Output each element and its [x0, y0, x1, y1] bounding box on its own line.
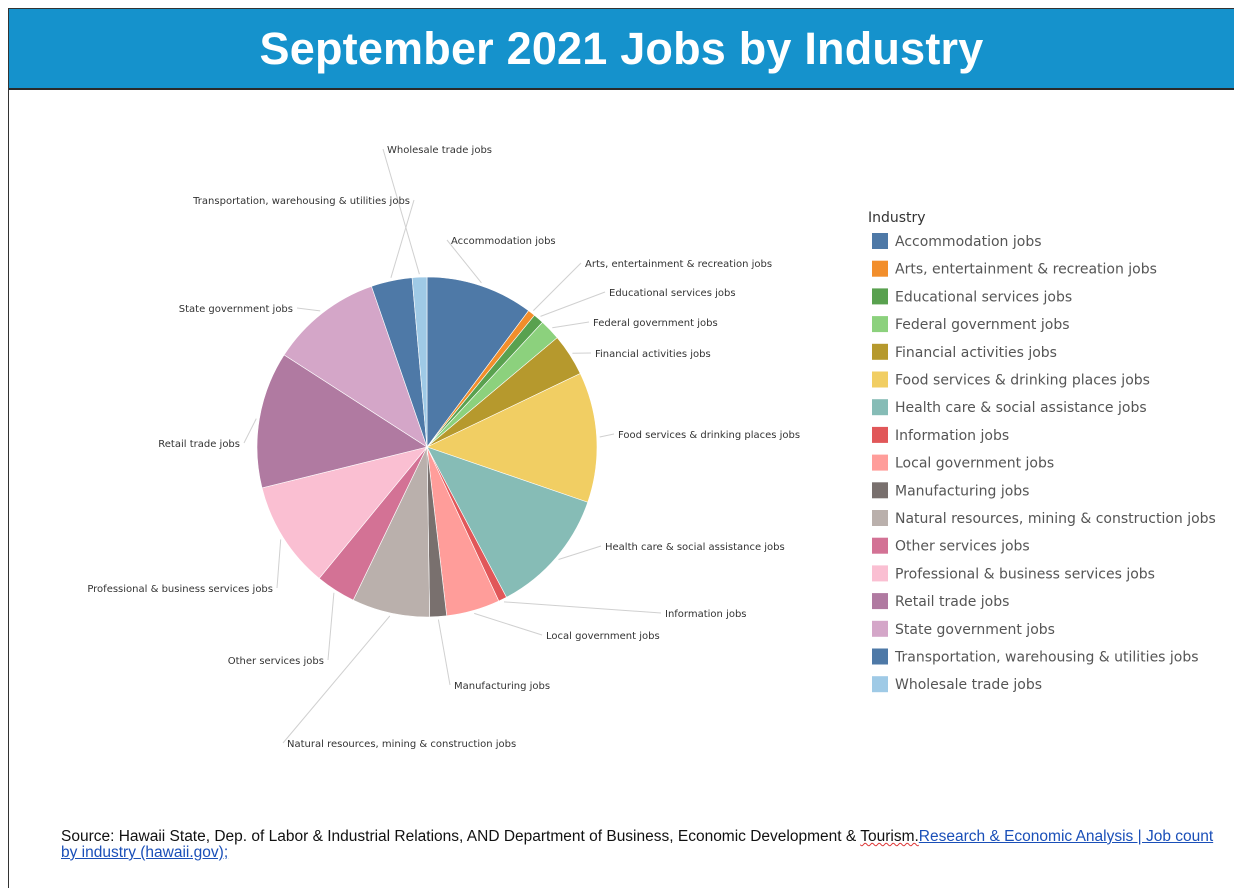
legend-swatch-natural-resources-mining-and-construction-jobs[interactable]: [872, 510, 888, 526]
legend-swatch-manufacturing-jobs[interactable]: [872, 482, 888, 499]
slice-label-food-services-and-drinking-places-jobs: Food services & drinking places jobs: [618, 430, 800, 441]
legend-label-professional-and-business-services-jobs[interactable]: Professional & business services jobs: [895, 566, 1155, 582]
legend-swatch-accommodation-jobs[interactable]: [872, 233, 888, 249]
legend-swatch-other-services-jobs[interactable]: [872, 537, 888, 554]
legend-swatch-wholesale-trade-jobs[interactable]: [872, 676, 888, 693]
slice-label-manufacturing-jobs: Manufacturing jobs: [454, 681, 550, 692]
legend-swatch-educational-services-jobs[interactable]: [872, 288, 888, 305]
legend-swatch-federal-government-jobs[interactable]: [872, 316, 888, 333]
legend-label-federal-government-jobs[interactable]: Federal government jobs: [895, 317, 1070, 333]
leader-line: [533, 262, 582, 311]
slice-label-other-services-jobs: Other services jobs: [228, 656, 324, 667]
leader-line: [552, 321, 590, 329]
slice-labels: Accommodation jobs Arts, entertainment & …: [87, 145, 800, 750]
slice-label-financial-activities-jobs: Financial activities jobs: [595, 349, 711, 360]
legend-label-arts-entertainment-and-recreation-jobs[interactable]: Arts, entertainment & recreation jobs: [895, 262, 1157, 278]
slice-label-arts-entertainment-and-recreation-jobs: Arts, entertainment & recreation jobs: [585, 259, 772, 270]
slice-label-accommodation-jobs: Accommodation jobs: [451, 236, 556, 247]
leader-line: [243, 418, 257, 444]
legend: Industry Accommodation jobs Arts, enterta…: [868, 210, 1216, 693]
leader-line: [282, 615, 391, 744]
slide-frame: [8, 8, 1234, 888]
legend-swatch-retail-trade-jobs[interactable]: [872, 593, 888, 610]
slice-label-local-government-jobs: Local government jobs: [546, 631, 660, 642]
pie-slices: [256, 276, 598, 618]
legend-swatch-local-government-jobs[interactable]: [872, 454, 888, 471]
pie-slice-health-care-and-social-assistance-jobs[interactable]: [426, 446, 589, 598]
legend-swatch-health-care-and-social-assistance-jobs[interactable]: [872, 399, 888, 416]
pie-slice-food-services-and-drinking-places-jobs[interactable]: [426, 373, 598, 503]
slice-label-federal-government-jobs: Federal government jobs: [593, 318, 718, 329]
legend-label-food-services-and-drinking-places-jobs[interactable]: Food services & drinking places jobs: [895, 373, 1150, 389]
legend-label-manufacturing-jobs[interactable]: Manufacturing jobs: [895, 483, 1029, 499]
legend-swatch-state-government-jobs[interactable]: [872, 620, 888, 637]
leader-line: [558, 545, 602, 560]
leader-line: [390, 199, 415, 278]
legend-label-health-care-and-social-assistance-jobs[interactable]: Health care & social assistance jobs: [895, 400, 1147, 416]
legend-label-transportation-warehousing-and-utilities-jobs[interactable]: Transportation, warehousing & utilities …: [894, 650, 1199, 666]
slice-label-information-jobs: Information jobs: [665, 609, 747, 620]
slice-label-retail-trade-jobs: Retail trade jobs: [158, 439, 240, 450]
legend-label-accommodation-jobs[interactable]: Accommodation jobs: [895, 234, 1042, 250]
pie-slice-professional-and-business-services-jobs[interactable]: [261, 446, 428, 579]
slice-label-transportation-warehousing-and-utilities-jobs: Transportation, warehousing & utilities …: [192, 196, 410, 207]
source-note: Source: Hawaii State, Dep. of Labor & In…: [61, 829, 1221, 861]
leader-line: [503, 601, 662, 614]
legend-label-financial-activities-jobs[interactable]: Financial activities jobs: [895, 345, 1057, 361]
slice-label-professional-and-business-services-jobs: Professional & business services jobs: [87, 584, 273, 595]
leader-line: [474, 612, 543, 636]
legend-swatch-food-services-and-drinking-places-jobs[interactable]: [872, 371, 888, 388]
legend-label-retail-trade-jobs[interactable]: Retail trade jobs: [895, 594, 1009, 610]
slice-label-health-care-and-social-assistance-jobs: Health care & social assistance jobs: [605, 542, 785, 553]
legend-label-natural-resources-mining-and-construction-jobs[interactable]: Natural resources, mining & construction…: [895, 511, 1216, 527]
legend-label-wholesale-trade-jobs[interactable]: Wholesale trade jobs: [895, 677, 1042, 693]
leader-line: [540, 291, 606, 317]
source-text: Source: Hawaii State, Dep. of Labor & In…: [61, 828, 861, 845]
page-title: September 2021 Jobs by Industry: [259, 22, 984, 74]
leader-lines: [243, 148, 662, 744]
title-banner: September 2021 Jobs by Industry: [9, 9, 1234, 90]
leader-line: [296, 307, 321, 312]
slice-label-state-government-jobs: State government jobs: [179, 304, 293, 315]
leader-line: [327, 592, 335, 661]
legend-label-state-government-jobs[interactable]: State government jobs: [895, 622, 1055, 638]
slice-label-natural-resources-mining-and-construction-jobs: Natural resources, mining & construction…: [287, 739, 516, 750]
pie-slice-retail-trade-jobs[interactable]: [256, 354, 428, 489]
leader-line: [276, 539, 282, 589]
slice-label-educational-services-jobs: Educational services jobs: [609, 288, 736, 299]
legend-label-information-jobs[interactable]: Information jobs: [895, 428, 1009, 444]
source-misspelled-word: Tourism.: [860, 828, 919, 845]
leader-line: [599, 433, 615, 438]
pie-slice-accommodation-jobs[interactable]: [426, 276, 529, 448]
slice-label-wholesale-trade-jobs: Wholesale trade jobs: [387, 145, 492, 156]
legend-swatch-information-jobs[interactable]: [872, 426, 888, 443]
source-link[interactable]: Research & Economic Analysis | Job count…: [61, 828, 1214, 861]
pie-slice-wholesale-trade-jobs[interactable]: [411, 276, 428, 448]
legend-label-local-government-jobs[interactable]: Local government jobs: [895, 456, 1054, 472]
legend-label-educational-services-jobs[interactable]: Educational services jobs: [895, 289, 1072, 305]
legend-label-other-services-jobs[interactable]: Other services jobs: [895, 539, 1030, 555]
leader-line: [446, 239, 482, 284]
pie-slice-state-government-jobs[interactable]: [283, 285, 428, 448]
leader-line: [437, 619, 451, 686]
legend-swatch-professional-and-business-services-jobs[interactable]: [872, 565, 888, 582]
legend-swatch-transportation-warehousing-and-utilities-jobs[interactable]: [872, 648, 888, 665]
legend-title: Industry: [868, 210, 926, 226]
legend-swatch-financial-activities-jobs[interactable]: [872, 343, 888, 360]
legend-swatch-arts-entertainment-and-recreation-jobs[interactable]: [872, 260, 888, 277]
leader-line: [382, 148, 420, 275]
